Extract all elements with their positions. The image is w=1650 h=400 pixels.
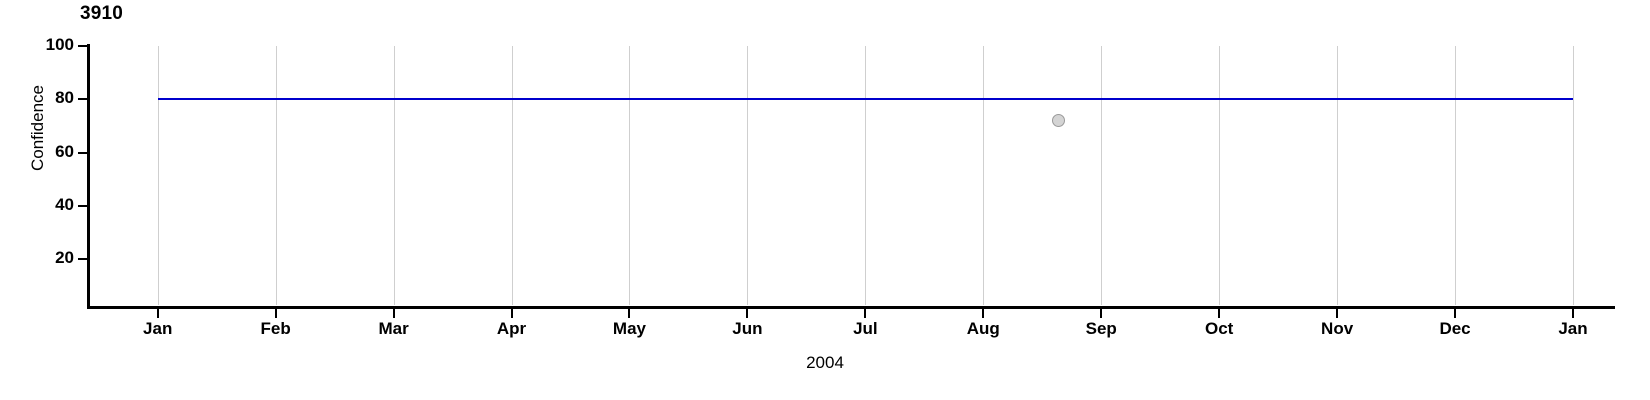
x-tick-3	[510, 309, 513, 318]
x-tick-4	[628, 309, 631, 318]
gridline-oct-9	[1219, 46, 1221, 305]
gridline-feb-1	[275, 46, 277, 305]
x-tick-label-nov-10: Nov	[1321, 319, 1354, 338]
y-tick-label-20: 20	[55, 248, 74, 267]
x-tick-12	[1572, 309, 1574, 318]
x-tick-0	[156, 309, 159, 318]
gridline-dec-11	[1455, 46, 1457, 305]
x-tick-label-sep-8: Sep	[1085, 319, 1117, 338]
y-tick-label-60: 60	[55, 141, 74, 161]
x-tick-label-jan-0: Jan	[143, 319, 173, 338]
x-tick-10	[1336, 309, 1339, 318]
x-tick-1	[274, 309, 277, 318]
x-tick-label-jan-12: Jan	[1558, 319, 1588, 338]
x-tick-label-aug-7: Aug	[966, 319, 1000, 338]
x-tick-9	[1218, 309, 1221, 318]
x-axis-title: 2004	[806, 353, 844, 372]
gridline-jan-12	[1573, 46, 1574, 305]
gridline-jan-0	[157, 46, 159, 305]
gridline-jul-6	[865, 46, 867, 305]
gridline-aug-7	[983, 46, 985, 305]
gridline-apr-3	[511, 46, 513, 305]
y-tick-label-40: 40	[55, 194, 74, 214]
x-tick-label-may-4: May	[612, 319, 646, 338]
x-tick-2	[392, 309, 395, 318]
x-tick-11	[1454, 309, 1457, 318]
y-axis-title: Confidence	[28, 85, 47, 172]
x-tick-label-oct-9: Oct	[1205, 319, 1234, 338]
y-tick-20	[78, 258, 87, 260]
x-tick-label-feb-1: Feb	[260, 319, 291, 338]
x-tick-label-mar-2: Mar	[378, 319, 409, 338]
chart-title: 3910	[80, 3, 124, 24]
gridline-may-4	[629, 46, 631, 305]
threshold-line-threshold	[157, 98, 1573, 101]
x-tick-6	[864, 309, 867, 318]
gridline-jun-5	[747, 46, 749, 305]
x-tick-5	[746, 309, 749, 318]
y-tick-80	[78, 98, 87, 101]
gridline-sep-8	[1101, 46, 1103, 305]
y-tick-100	[78, 45, 87, 47]
y-tick-label-100: 100	[45, 35, 74, 54]
y-tick-60	[78, 151, 87, 154]
x-tick-label-dec-11: Dec	[1439, 319, 1471, 338]
y-axis-line	[87, 44, 90, 309]
x-tick-label-jul-6: Jul	[853, 319, 878, 338]
gridline-nov-10	[1337, 46, 1339, 305]
x-tick-7	[982, 309, 985, 318]
y-tick-40	[78, 204, 87, 207]
x-tick-label-jun-5: Jun	[732, 319, 763, 338]
gridline-mar-2	[393, 46, 395, 305]
y-tick-label-80: 80	[55, 88, 74, 108]
data-point-0[interactable]	[1052, 114, 1066, 128]
x-tick-8	[1100, 309, 1103, 318]
x-axis-line	[87, 306, 1615, 309]
x-tick-label-apr-3: Apr	[496, 319, 527, 338]
